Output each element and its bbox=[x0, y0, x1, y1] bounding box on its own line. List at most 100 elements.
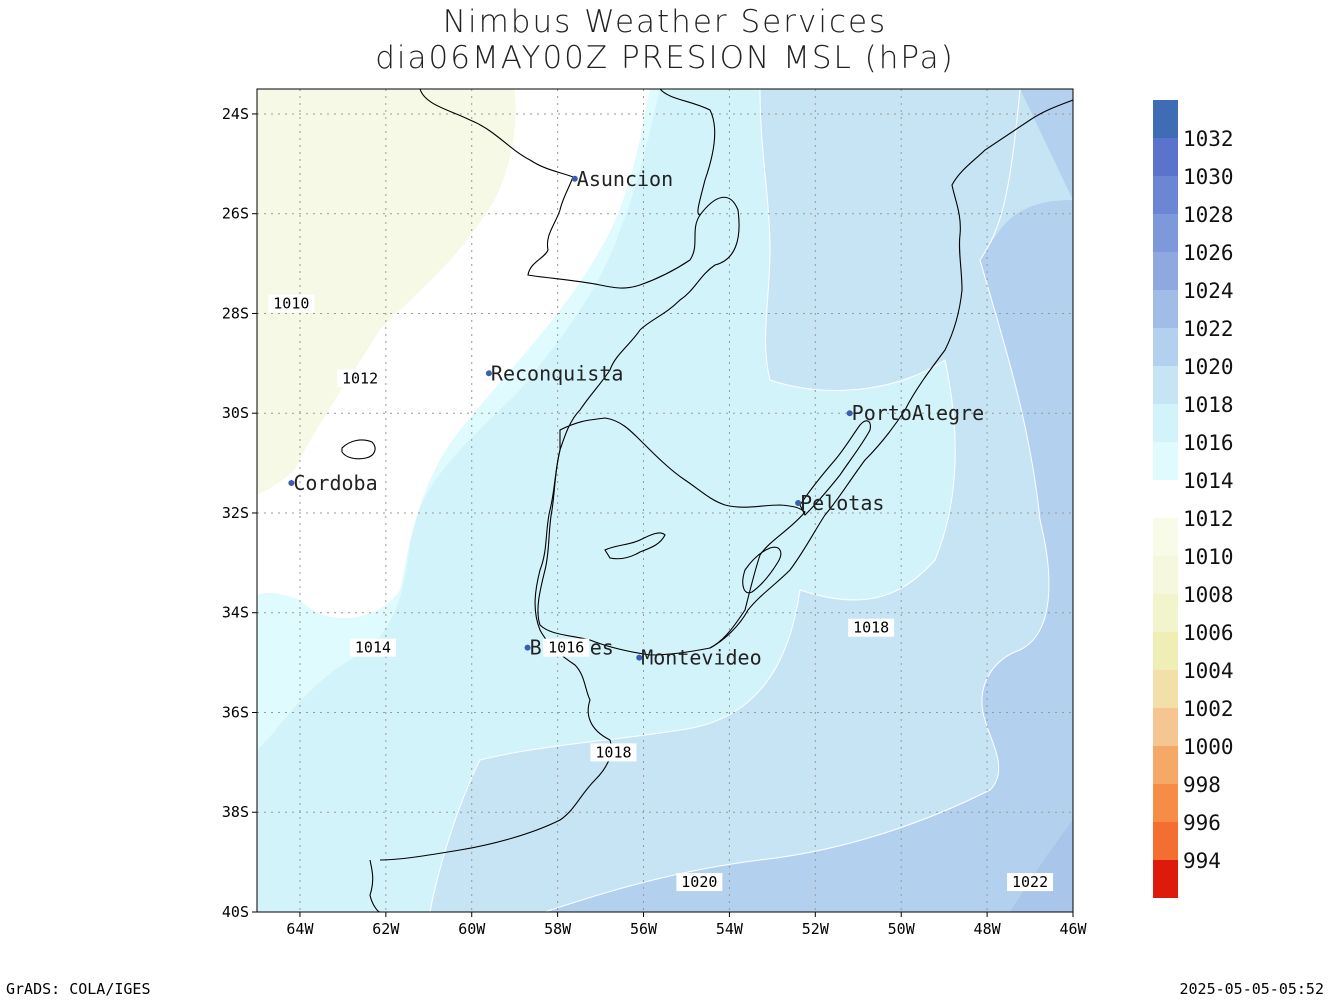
colorbar-swatch bbox=[1153, 708, 1178, 746]
lat-tick-label: 30S bbox=[222, 404, 249, 422]
contour-label: 1020 bbox=[681, 873, 717, 891]
colorbar-label: 1008 bbox=[1183, 583, 1234, 607]
contour-line bbox=[429, 89, 956, 912]
colorbar-swatch bbox=[1153, 214, 1178, 252]
lon-tick-label: 54W bbox=[716, 920, 744, 938]
contour-label: 1022 bbox=[1012, 873, 1048, 891]
pressure-fill-layer bbox=[257, 89, 1073, 912]
fill-1020 bbox=[545, 89, 1073, 912]
lake-mar-chiquita bbox=[341, 439, 376, 460]
colorbar-swatch bbox=[1153, 594, 1178, 632]
contour-label-bg bbox=[848, 618, 895, 637]
colorbar-swatch bbox=[1153, 784, 1178, 822]
coastlines-and-borders bbox=[341, 89, 1073, 912]
city-dot-bsaires bbox=[524, 644, 531, 651]
colorbar-label: 1028 bbox=[1183, 203, 1234, 227]
lon-tick-label: 64W bbox=[286, 920, 314, 938]
axes: 24S 26S 28S 30S 32S 34S 36S 38S 40S 64W 62W 60W 58W 5… bbox=[222, 105, 1088, 938]
city-label-asuncion: Asuncion bbox=[577, 167, 673, 191]
colorbar-label: 1030 bbox=[1183, 165, 1234, 189]
border-paraguay-east bbox=[639, 89, 740, 331]
city-label-montevideo: Montevideo bbox=[641, 646, 761, 670]
lon-tick-label: 60W bbox=[458, 920, 486, 938]
city-dot-portoalegre bbox=[846, 410, 853, 417]
colorbar-swatch bbox=[1153, 670, 1178, 708]
colorbar: 1032 1030 1028 1026 1024 1022 1020 1018 1016 1014… bbox=[1153, 100, 1234, 898]
contour-label-bg bbox=[590, 743, 637, 762]
colorbar-label: 1016 bbox=[1183, 431, 1234, 455]
colorbar-swatch bbox=[1153, 822, 1178, 860]
colorbar-label: 1018 bbox=[1183, 393, 1234, 417]
lon-tick-label: 46W bbox=[1059, 920, 1087, 938]
fill-1018 bbox=[430, 89, 1073, 912]
colorbar-label: 1014 bbox=[1183, 469, 1234, 493]
colorbar-label: 1020 bbox=[1183, 355, 1234, 379]
contour-labels: 1010 1012 1014 1016 1018 1018 1020 1022 bbox=[268, 294, 1054, 892]
city-dot-reconquista bbox=[485, 370, 492, 377]
contour-line bbox=[544, 89, 1050, 912]
city-dot-asuncion bbox=[571, 175, 578, 182]
border-uruguay bbox=[537, 417, 806, 656]
contour-label-bg bbox=[1007, 873, 1054, 892]
lon-tick-label: 50W bbox=[888, 920, 916, 938]
coast-south bbox=[369, 859, 381, 912]
contour-label: 1018 bbox=[595, 743, 631, 761]
lat-tick-label: 36S bbox=[222, 703, 249, 721]
contour-line bbox=[257, 89, 517, 496]
lat-tick-label: 40S bbox=[222, 903, 249, 921]
contour-label: 1010 bbox=[273, 294, 309, 312]
border-paraguay bbox=[419, 89, 701, 289]
contour-label: 1018 bbox=[853, 619, 889, 637]
city-dot-cordoba bbox=[288, 480, 295, 487]
colorbar-label: 1024 bbox=[1183, 279, 1234, 303]
colorbar-swatch bbox=[1153, 100, 1178, 138]
colorbar-swatch bbox=[1153, 442, 1178, 480]
lagoa-dos-patos bbox=[799, 420, 871, 516]
lon-tick-label: 58W bbox=[544, 920, 572, 938]
lat-tick-label: 28S bbox=[222, 304, 249, 322]
lon-tick-label: 62W bbox=[372, 920, 400, 938]
contour-label-bg bbox=[337, 369, 384, 388]
coast-brazil bbox=[709, 99, 1073, 649]
contour-label: 1014 bbox=[355, 639, 391, 657]
colorbar-label: 1002 bbox=[1183, 697, 1234, 721]
generation-timestamp: 2025-05-05-05:52 bbox=[1179, 980, 1325, 998]
contour-label: 1016 bbox=[548, 639, 584, 657]
lake-rincon-del-bonete bbox=[604, 532, 666, 560]
colorbar-swatch bbox=[1153, 632, 1178, 670]
colorbar-swatch bbox=[1153, 176, 1178, 214]
contour-label-bg bbox=[676, 873, 723, 892]
lat-tick-label: 24S bbox=[222, 105, 249, 123]
colorbar-label: 1004 bbox=[1183, 659, 1234, 683]
lon-tick-label: 52W bbox=[802, 920, 830, 938]
colorbar-swatch bbox=[1153, 252, 1178, 290]
colorbar-label: 1000 bbox=[1183, 735, 1234, 759]
colorbar-swatch bbox=[1153, 328, 1178, 366]
lat-tick-label: 32S bbox=[222, 504, 249, 522]
contour-label-bg bbox=[349, 638, 396, 657]
colorbar-swatch bbox=[1153, 860, 1178, 898]
colorbar-swatch bbox=[1153, 746, 1178, 784]
colorbar-swatch bbox=[1153, 404, 1178, 442]
fill-1010 bbox=[257, 89, 516, 495]
contour-label: 1012 bbox=[342, 369, 378, 387]
map-frame bbox=[256, 88, 1074, 913]
city-label-portoalegre: PortoAlegre bbox=[852, 401, 984, 425]
colorbar-label: 1022 bbox=[1183, 317, 1234, 341]
city-dot-montevideo bbox=[636, 654, 643, 661]
colorbar-label: 996 bbox=[1183, 811, 1221, 835]
lon-tick-label: 48W bbox=[974, 920, 1002, 938]
lat-tick-label: 26S bbox=[222, 205, 249, 223]
contour-lines bbox=[257, 89, 1050, 912]
chart-subtitle: dia06MAY00Z PRESION MSL (hPa) bbox=[375, 40, 955, 76]
city-dot-pelotas bbox=[795, 499, 802, 506]
colorbar-swatch bbox=[1153, 518, 1178, 556]
lon-tick-label: 56W bbox=[630, 920, 658, 938]
colorbar-label: 1032 bbox=[1183, 127, 1234, 151]
software-credit: GrADS: COLA/IGES bbox=[6, 980, 151, 998]
colorbar-swatch bbox=[1153, 290, 1178, 328]
lagoa-mirim bbox=[742, 546, 782, 594]
chart-title: Nimbus Weather Services bbox=[442, 4, 888, 40]
colorbar-swatch bbox=[1153, 556, 1178, 594]
